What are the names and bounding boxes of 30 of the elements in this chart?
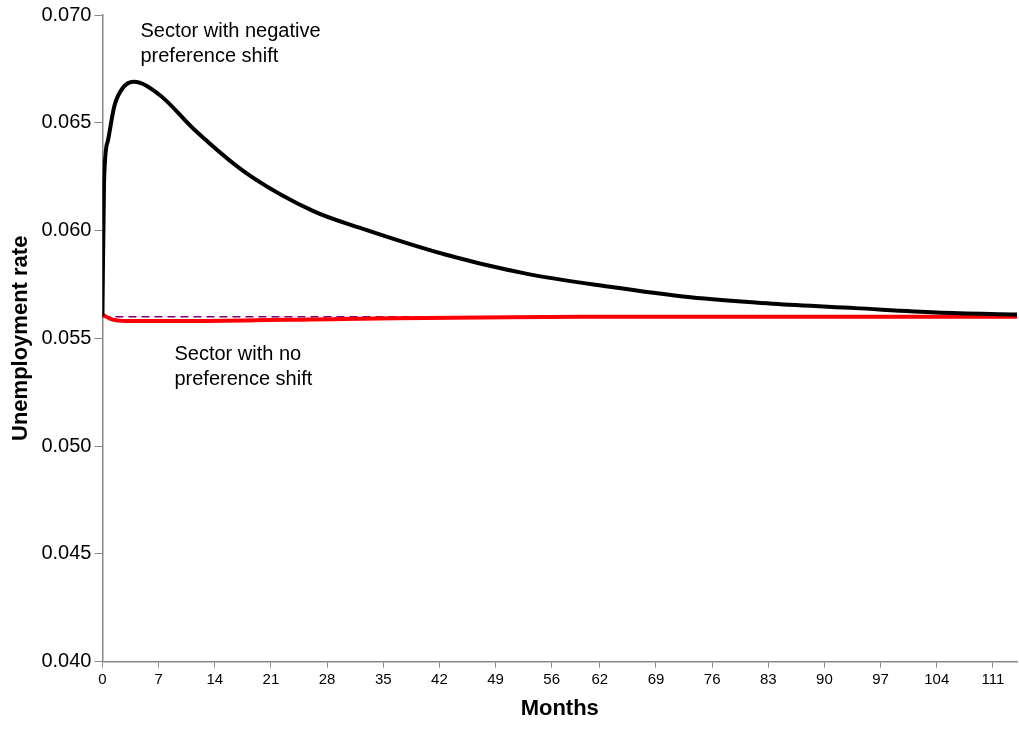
y-tick-label: 0.060 bbox=[41, 218, 92, 241]
x-tick-label: 28 bbox=[318, 669, 336, 687]
x-tick-label: 90 bbox=[816, 669, 833, 687]
x-tick-label: 7 bbox=[154, 669, 163, 687]
x-tick-label: 35 bbox=[374, 669, 392, 687]
y-tick-label: 0.050 bbox=[41, 433, 92, 456]
line-series bbox=[102, 79, 1017, 317]
x-tick-label: 42 bbox=[431, 669, 448, 687]
x-tick-label: 21 bbox=[262, 669, 280, 687]
x-tick-label: 69 bbox=[647, 669, 665, 687]
y-tick-label: 0.045 bbox=[41, 541, 92, 564]
x-axis-title: Months bbox=[520, 694, 599, 720]
series-label: Sector with no preference shift bbox=[174, 342, 313, 390]
x-tick-label: 0 bbox=[98, 669, 107, 687]
x-tick-label: 76 bbox=[703, 669, 721, 687]
series-label: Sector with negative preference shift bbox=[140, 18, 321, 66]
x-tick-label: 104 bbox=[924, 669, 950, 687]
y-axis-title: Unemployment rate bbox=[7, 235, 33, 441]
x-tick-label: 111 bbox=[981, 669, 1005, 687]
y-tick-label: 0.055 bbox=[41, 325, 92, 348]
x-tick-label: 14 bbox=[206, 669, 224, 687]
x-tick-label: 83 bbox=[759, 669, 777, 687]
y-tick-label: 0.070 bbox=[41, 2, 92, 25]
line-series bbox=[102, 312, 1017, 324]
y-tick-label: 0.040 bbox=[41, 649, 92, 672]
x-tick-label: 97 bbox=[872, 669, 889, 687]
x-tick-label: 56 bbox=[543, 669, 561, 687]
y-tick-label: 0.065 bbox=[41, 110, 92, 133]
x-tick-label: 62 bbox=[591, 669, 609, 687]
x-tick-label: 49 bbox=[487, 669, 504, 687]
